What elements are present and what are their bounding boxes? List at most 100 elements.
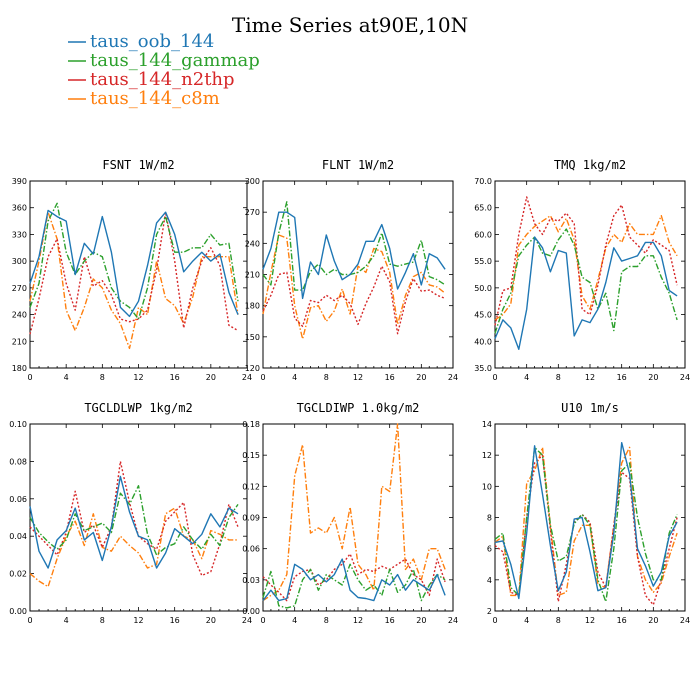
x-tick-label: 12 <box>353 616 363 625</box>
legend-label: taus_144_n2thp <box>90 69 235 90</box>
x-tick-label: 16 <box>617 373 627 382</box>
legend-item: taus_oob_144 <box>68 31 214 52</box>
y-tick-label: 2 <box>487 607 492 616</box>
x-tick-label: 0 <box>27 616 32 625</box>
x-tick-label: 0 <box>260 616 265 625</box>
y-tick-label: 0.10 <box>9 420 27 429</box>
chart-panel: TGCLDLWP 1kg/m2 0 4 8 12 16 20 24 0.00 0.02 0.04 0.… <box>9 401 252 625</box>
chart-panel: TGCLDIWP 1.0kg/m20 4 8 12 16 20 240.000.030.06… <box>242 401 458 625</box>
x-tick-label: 24 <box>680 373 690 382</box>
x-tick-label: 24 <box>448 616 458 625</box>
y-tick-label: 390 <box>12 177 27 186</box>
legend-item: taus_144_c8m <box>68 88 220 109</box>
y-tick-label: 150 <box>245 333 260 342</box>
series-line-taus_144_c8m <box>494 214 678 321</box>
series-group <box>262 423 446 609</box>
x-tick-label: 24 <box>242 616 252 625</box>
x-tick-label: 16 <box>385 373 395 382</box>
legend-label: taus_144_gammap <box>90 50 260 71</box>
y-tick-label: 50.0 <box>474 284 492 293</box>
x-tick-label: 8 <box>100 373 105 382</box>
panel-title: TGCLDIWP 1.0kg/m2 <box>297 401 420 415</box>
series-line-taus_144_gammap <box>262 563 446 609</box>
series-line-taus_oob_144 <box>262 211 446 300</box>
legend: taus_oob_144taus_144_gammaptaus_144_n2th… <box>68 31 260 109</box>
y-tick-label: 300 <box>245 177 260 186</box>
y-tick-label: 210 <box>245 271 260 280</box>
panel-title: U10 1m/s <box>561 401 619 415</box>
series-line-taus_144_n2thp <box>494 454 678 606</box>
series-group <box>29 202 239 350</box>
panel-title: FLNT 1W/m2 <box>322 158 394 172</box>
x-tick-label: 24 <box>448 373 458 382</box>
x-tick-label: 20 <box>648 616 658 625</box>
y-tick-label: 40.0 <box>474 337 492 346</box>
y-tick-label: 35.0 <box>474 364 492 373</box>
y-tick-label: 55.0 <box>474 257 492 266</box>
y-tick-label: 10 <box>482 482 492 491</box>
plot-frame <box>29 423 248 612</box>
series-line-taus_144_n2thp <box>494 196 678 326</box>
x-tick-label: 12 <box>585 373 595 382</box>
x-tick-label: 0 <box>260 373 265 382</box>
y-tick-label: 300 <box>12 257 27 266</box>
x-tick-label: 4 <box>524 616 529 625</box>
y-tick-label: 12 <box>482 451 492 460</box>
series-line-taus_oob_144 <box>29 475 239 569</box>
series-line-taus_oob_144 <box>262 558 446 602</box>
x-tick-label: 12 <box>133 373 143 382</box>
x-tick-label: 8 <box>100 616 105 625</box>
x-tick-label: 20 <box>648 373 658 382</box>
series-line-taus_144_gammap <box>29 485 239 556</box>
x-tick-label: 8 <box>324 373 329 382</box>
y-tick-label: 240 <box>245 239 260 248</box>
y-tick-label: 65.0 <box>474 204 492 213</box>
y-tick-label: 0.00 <box>242 607 260 616</box>
series-line-taus_144_n2thp <box>29 211 239 335</box>
figure-title: Time Series at90E,10N <box>232 13 468 37</box>
y-tick-label: 0.03 <box>242 576 260 585</box>
series-group <box>494 442 678 606</box>
x-tick-label: 16 <box>170 616 180 625</box>
y-tick-label: 6 <box>487 545 492 554</box>
series-line-taus_144_c8m <box>262 234 446 340</box>
series-line-taus_oob_144 <box>494 442 678 600</box>
y-tick-label: 60.0 <box>474 230 492 239</box>
series-line-taus_oob_144 <box>29 209 239 318</box>
y-tick-label: 0.18 <box>242 420 260 429</box>
series-line-taus_144_n2thp <box>262 265 446 335</box>
plot-frame <box>494 423 686 612</box>
series-line-taus_144_c8m <box>494 446 678 597</box>
x-tick-label: 8 <box>556 373 561 382</box>
y-tick-label: 270 <box>12 284 27 293</box>
chart-panel: FSNT 1W/m2 0 4 8 12 16 20 24 180 210 240 270 300 330 3… <box>12 158 252 382</box>
x-tick-label: 20 <box>206 616 216 625</box>
y-tick-label: 70.0 <box>474 177 492 186</box>
chart-panel: TMQ 1kg/m2 0 4 8 12 16 20 24 35.0 40.0 45.0 50.0 55.… <box>474 158 690 382</box>
series-group <box>494 196 678 350</box>
y-tick-label: 0.09 <box>242 514 260 523</box>
x-tick-label: 4 <box>292 616 297 625</box>
series-line-taus_oob_144 <box>494 236 678 350</box>
x-tick-label: 8 <box>324 616 329 625</box>
panel-title: TMQ 1kg/m2 <box>554 158 626 172</box>
y-tick-label: 210 <box>12 337 27 346</box>
x-tick-label: 4 <box>64 616 69 625</box>
plot-frame <box>494 180 686 369</box>
y-tick-label: 0.04 <box>9 532 27 541</box>
y-tick-label: 0.06 <box>9 495 27 504</box>
panel-title: FSNT 1W/m2 <box>102 158 174 172</box>
series-line-taus_144_gammap <box>494 228 678 334</box>
y-tick-label: 0.00 <box>9 607 27 616</box>
series-group <box>29 460 239 588</box>
panel-title: TGCLDLWP 1kg/m2 <box>84 401 192 415</box>
series-group <box>262 201 446 340</box>
y-tick-label: 0.15 <box>242 451 260 460</box>
x-tick-label: 16 <box>617 616 627 625</box>
x-tick-label: 0 <box>27 373 32 382</box>
y-tick-label: 0.12 <box>242 482 260 491</box>
legend-label: taus_oob_144 <box>90 31 214 52</box>
x-tick-label: 24 <box>680 616 690 625</box>
